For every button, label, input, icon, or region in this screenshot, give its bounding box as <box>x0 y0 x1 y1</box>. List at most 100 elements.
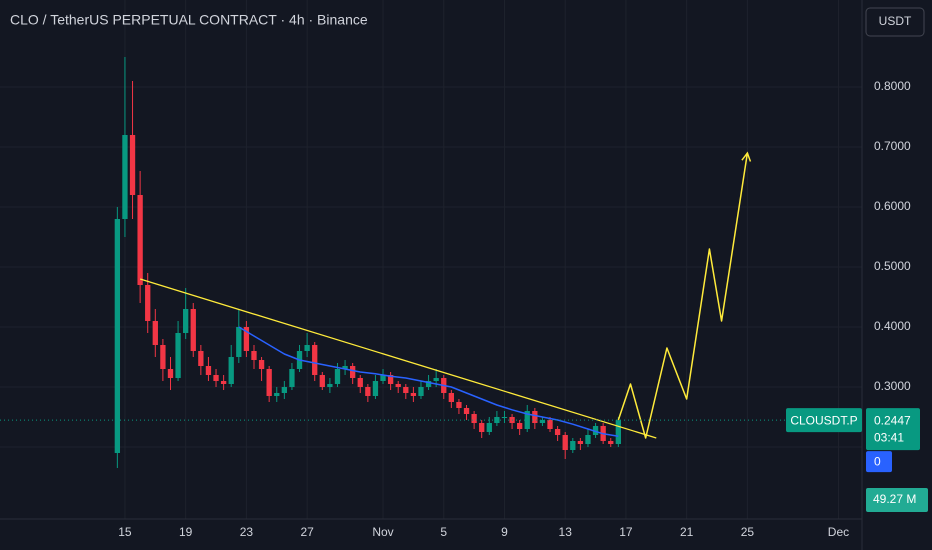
moving-average <box>238 326 619 437</box>
indicator-label: 0 <box>874 454 881 468</box>
candle-body <box>471 414 477 423</box>
candle-body <box>175 333 181 378</box>
candle-body <box>433 378 439 381</box>
candle-body <box>129 135 136 195</box>
candle-body <box>251 351 257 360</box>
candle-body <box>425 381 432 387</box>
symbol-box <box>786 408 862 433</box>
candle-body <box>448 393 454 402</box>
candle-body <box>243 327 250 351</box>
candle-body <box>395 384 401 387</box>
candle-body <box>456 402 462 408</box>
candle-body <box>608 441 614 444</box>
candle-body <box>486 423 492 432</box>
candle-body <box>387 375 394 384</box>
candle-body <box>501 417 508 418</box>
candle-body <box>258 360 265 369</box>
price-labels: CLOUSDT.P 0.2447 03:41 0 49.27 M <box>786 408 928 512</box>
candle-body <box>547 420 553 429</box>
candle-body <box>539 420 546 423</box>
candle-body <box>342 366 348 369</box>
candle-body <box>312 345 318 375</box>
candle-body <box>357 378 363 387</box>
candle-body <box>403 387 409 393</box>
candle-body <box>554 429 561 435</box>
candle-body <box>213 375 219 381</box>
y-tick-label: 0.8000 <box>874 79 911 93</box>
candle-body <box>228 357 234 384</box>
candle-body <box>365 387 371 396</box>
volume-box <box>866 488 928 512</box>
volume-label: 49.27 M <box>873 492 916 506</box>
currency-button[interactable] <box>865 7 925 37</box>
candle-body <box>592 426 599 435</box>
arrow-head <box>741 151 752 162</box>
candle-body <box>145 285 151 321</box>
x-tick-label: 17 <box>619 525 633 539</box>
candle-body <box>479 423 485 432</box>
candle-body <box>205 366 212 375</box>
x-tick-label: 19 <box>179 525 193 539</box>
candle-body <box>152 321 158 345</box>
candle-body <box>198 351 204 366</box>
candle-body <box>183 309 189 333</box>
candle-body <box>517 423 523 429</box>
axis: 0.20000.30000.40000.50000.60000.70000.80… <box>0 0 911 550</box>
projection-path <box>617 152 749 439</box>
x-tick-label: Nov <box>372 525 393 539</box>
plot <box>0 57 862 468</box>
y-tick-label: 0.3000 <box>874 379 911 393</box>
candle-body <box>220 381 227 384</box>
candle-body <box>562 435 568 450</box>
price-box <box>866 408 920 451</box>
trendline <box>139 278 657 439</box>
candle-body <box>289 369 295 387</box>
currency-label[interactable]: USDT <box>879 14 912 28</box>
candle-body <box>236 327 242 357</box>
chart-title: CLO / TetherUS PERPETUAL CONTRACT · 4h ·… <box>10 12 368 28</box>
candle-body <box>122 135 128 219</box>
y-tick-label: 0.7000 <box>874 139 911 153</box>
candle-body <box>410 393 417 396</box>
candle-body <box>319 375 325 387</box>
candle-body <box>266 369 272 396</box>
candle-body <box>577 441 584 444</box>
candle-body <box>570 441 576 450</box>
candle-body <box>615 420 621 444</box>
y-tick-label: 0.6000 <box>874 199 911 213</box>
candle-body <box>327 384 333 387</box>
candle-body <box>524 411 530 429</box>
candle-body <box>532 411 538 423</box>
indicator-box <box>866 451 892 473</box>
candle-body <box>585 435 591 444</box>
x-tick-label: 23 <box>240 525 254 539</box>
candle-body <box>274 393 280 396</box>
candle-body <box>334 369 341 384</box>
candle-body <box>380 375 386 381</box>
candle-body <box>350 366 356 378</box>
symbol-label: CLOUSDT.P <box>790 413 857 427</box>
candle-body <box>167 369 174 378</box>
x-tick-label: 5 <box>440 525 447 539</box>
candle-body <box>463 408 470 414</box>
candle-body <box>190 309 196 351</box>
candle-body <box>372 381 379 396</box>
x-tick-label: 27 <box>300 525 314 539</box>
candle-body <box>137 195 143 285</box>
candle-body <box>114 219 121 453</box>
candle-body <box>160 345 166 369</box>
candle-body <box>281 387 288 393</box>
candle-body <box>304 345 310 351</box>
x-tick-label: Dec <box>828 525 849 539</box>
x-tick-label: 15 <box>118 525 132 539</box>
x-tick-label: 25 <box>741 525 755 539</box>
candle-body <box>418 387 424 396</box>
x-tick-label: 9 <box>501 525 508 539</box>
y-tick-label: 0.5000 <box>874 259 911 273</box>
last-price-label: 0.2447 <box>874 413 911 427</box>
y-tick-label: 0.4000 <box>874 319 911 333</box>
x-tick-label: 13 <box>559 525 573 539</box>
